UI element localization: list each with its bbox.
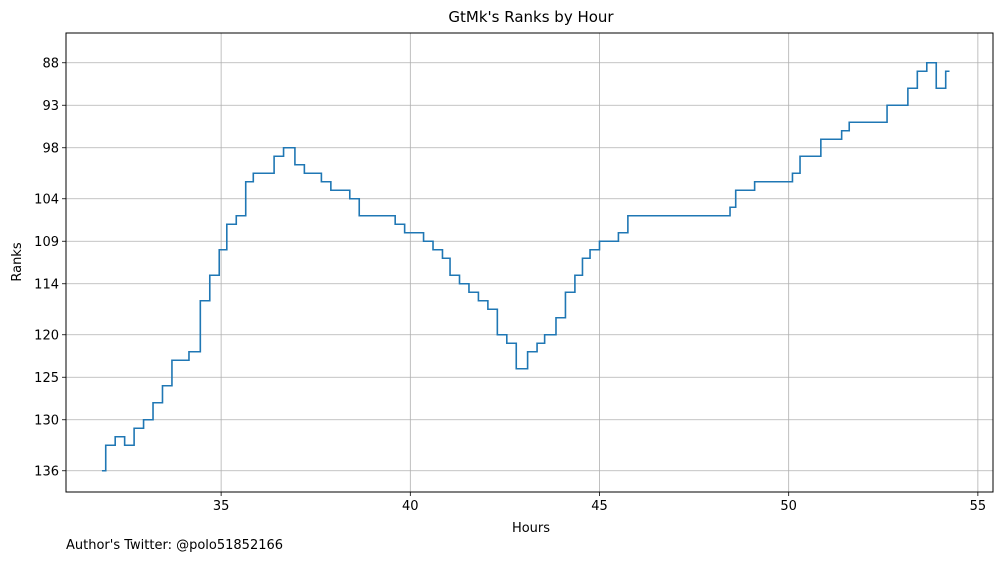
x-tick-label: 35 bbox=[213, 499, 230, 514]
rank-series-line bbox=[101, 61, 950, 472]
x-axis-label: Hours bbox=[512, 521, 550, 536]
y-axis-ticks: 88 93 98 104 109 114 120 125 130 136 bbox=[34, 56, 66, 479]
y-tick-label: 125 bbox=[34, 371, 59, 386]
plot-frame bbox=[65, 32, 994, 493]
y-tick-label: 114 bbox=[34, 277, 59, 292]
y-tick-label: 88 bbox=[42, 56, 59, 71]
y-tick-label: 136 bbox=[34, 464, 59, 479]
x-tick-label: 40 bbox=[402, 499, 419, 514]
x-tick-label: 55 bbox=[970, 499, 987, 514]
y-tick-label: 120 bbox=[34, 328, 59, 343]
author-footnote: Author's Twitter: @polo51852166 bbox=[66, 538, 284, 553]
y-axis-label: Ranks bbox=[10, 242, 25, 281]
y-tick-label: 98 bbox=[42, 141, 59, 156]
y-tick-label: 104 bbox=[34, 192, 59, 207]
plot-area bbox=[101, 61, 950, 472]
x-axis-ticks: 35 40 45 50 55 bbox=[213, 492, 986, 514]
x-tick-label: 50 bbox=[780, 499, 797, 514]
y-tick-label: 93 bbox=[42, 99, 59, 114]
grid-lines bbox=[66, 33, 993, 492]
x-tick-label: 45 bbox=[591, 499, 608, 514]
y-tick-label: 130 bbox=[34, 413, 59, 428]
chart-title: GtMk's Ranks by Hour bbox=[448, 8, 614, 26]
y-tick-label: 109 bbox=[34, 235, 59, 250]
